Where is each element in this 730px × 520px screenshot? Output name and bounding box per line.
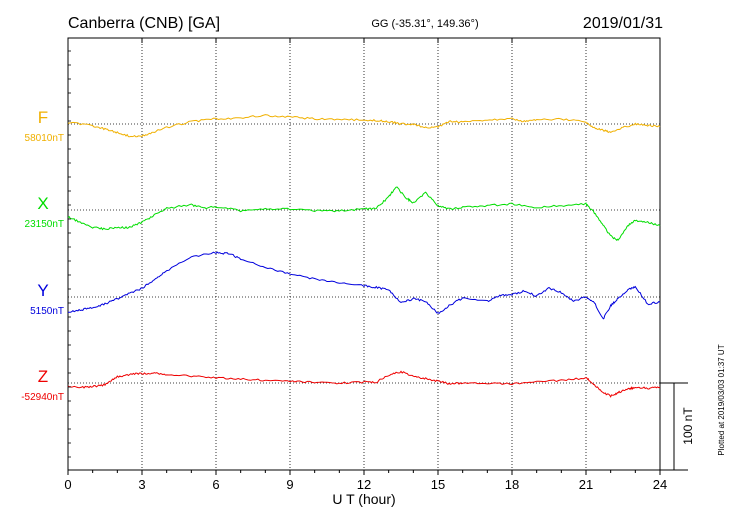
series-f-baseline: 58010nT bbox=[25, 133, 64, 144]
x-tick-label: 21 bbox=[579, 477, 593, 492]
coords-label: GG (-35.31°, 149.36°) bbox=[371, 18, 478, 30]
series-x-label: X bbox=[37, 194, 48, 213]
scale-bar: 100 nT bbox=[660, 382, 695, 471]
series-y-label: Y bbox=[37, 281, 48, 300]
date-label: 2019/01/31 bbox=[583, 15, 663, 32]
scale-bar-label: 100 nT bbox=[681, 407, 695, 445]
x-tick-label: 18 bbox=[505, 477, 519, 492]
x-axis-label: U T (hour) bbox=[332, 491, 395, 507]
x-tick-label: 3 bbox=[138, 477, 145, 492]
series-y-line bbox=[68, 251, 661, 320]
x-tick-label: 15 bbox=[431, 477, 445, 492]
series-y-baseline: 5150nT bbox=[30, 306, 64, 317]
x-tick-label: 9 bbox=[286, 477, 293, 492]
series-layer: F 58010nT X 23150nT Y 5150nT Z -52940nT bbox=[21, 108, 661, 403]
x-tick-label: 12 bbox=[357, 477, 371, 492]
x-tick-label: 0 bbox=[64, 477, 71, 492]
plotted-at-note: Plotted at 2019/03/03 01:37 UT bbox=[717, 344, 726, 455]
series-f-line bbox=[67, 114, 661, 138]
series-z-label: Z bbox=[38, 367, 48, 386]
x-tick-label: 24 bbox=[653, 477, 667, 492]
station-title: Canberra (CNB) [GA] bbox=[68, 15, 220, 32]
x-axis-ticks: 0 3 6 9 12 15 18 21 24 bbox=[64, 38, 667, 492]
series-x-line bbox=[67, 186, 661, 241]
x-tick-label: 6 bbox=[212, 477, 219, 492]
grid-lines bbox=[68, 38, 660, 470]
series-f-label: F bbox=[38, 108, 48, 127]
series-z-line bbox=[67, 370, 661, 398]
series-z-baseline: -52940nT bbox=[21, 392, 64, 403]
series-x-baseline: 23150nT bbox=[25, 219, 64, 230]
